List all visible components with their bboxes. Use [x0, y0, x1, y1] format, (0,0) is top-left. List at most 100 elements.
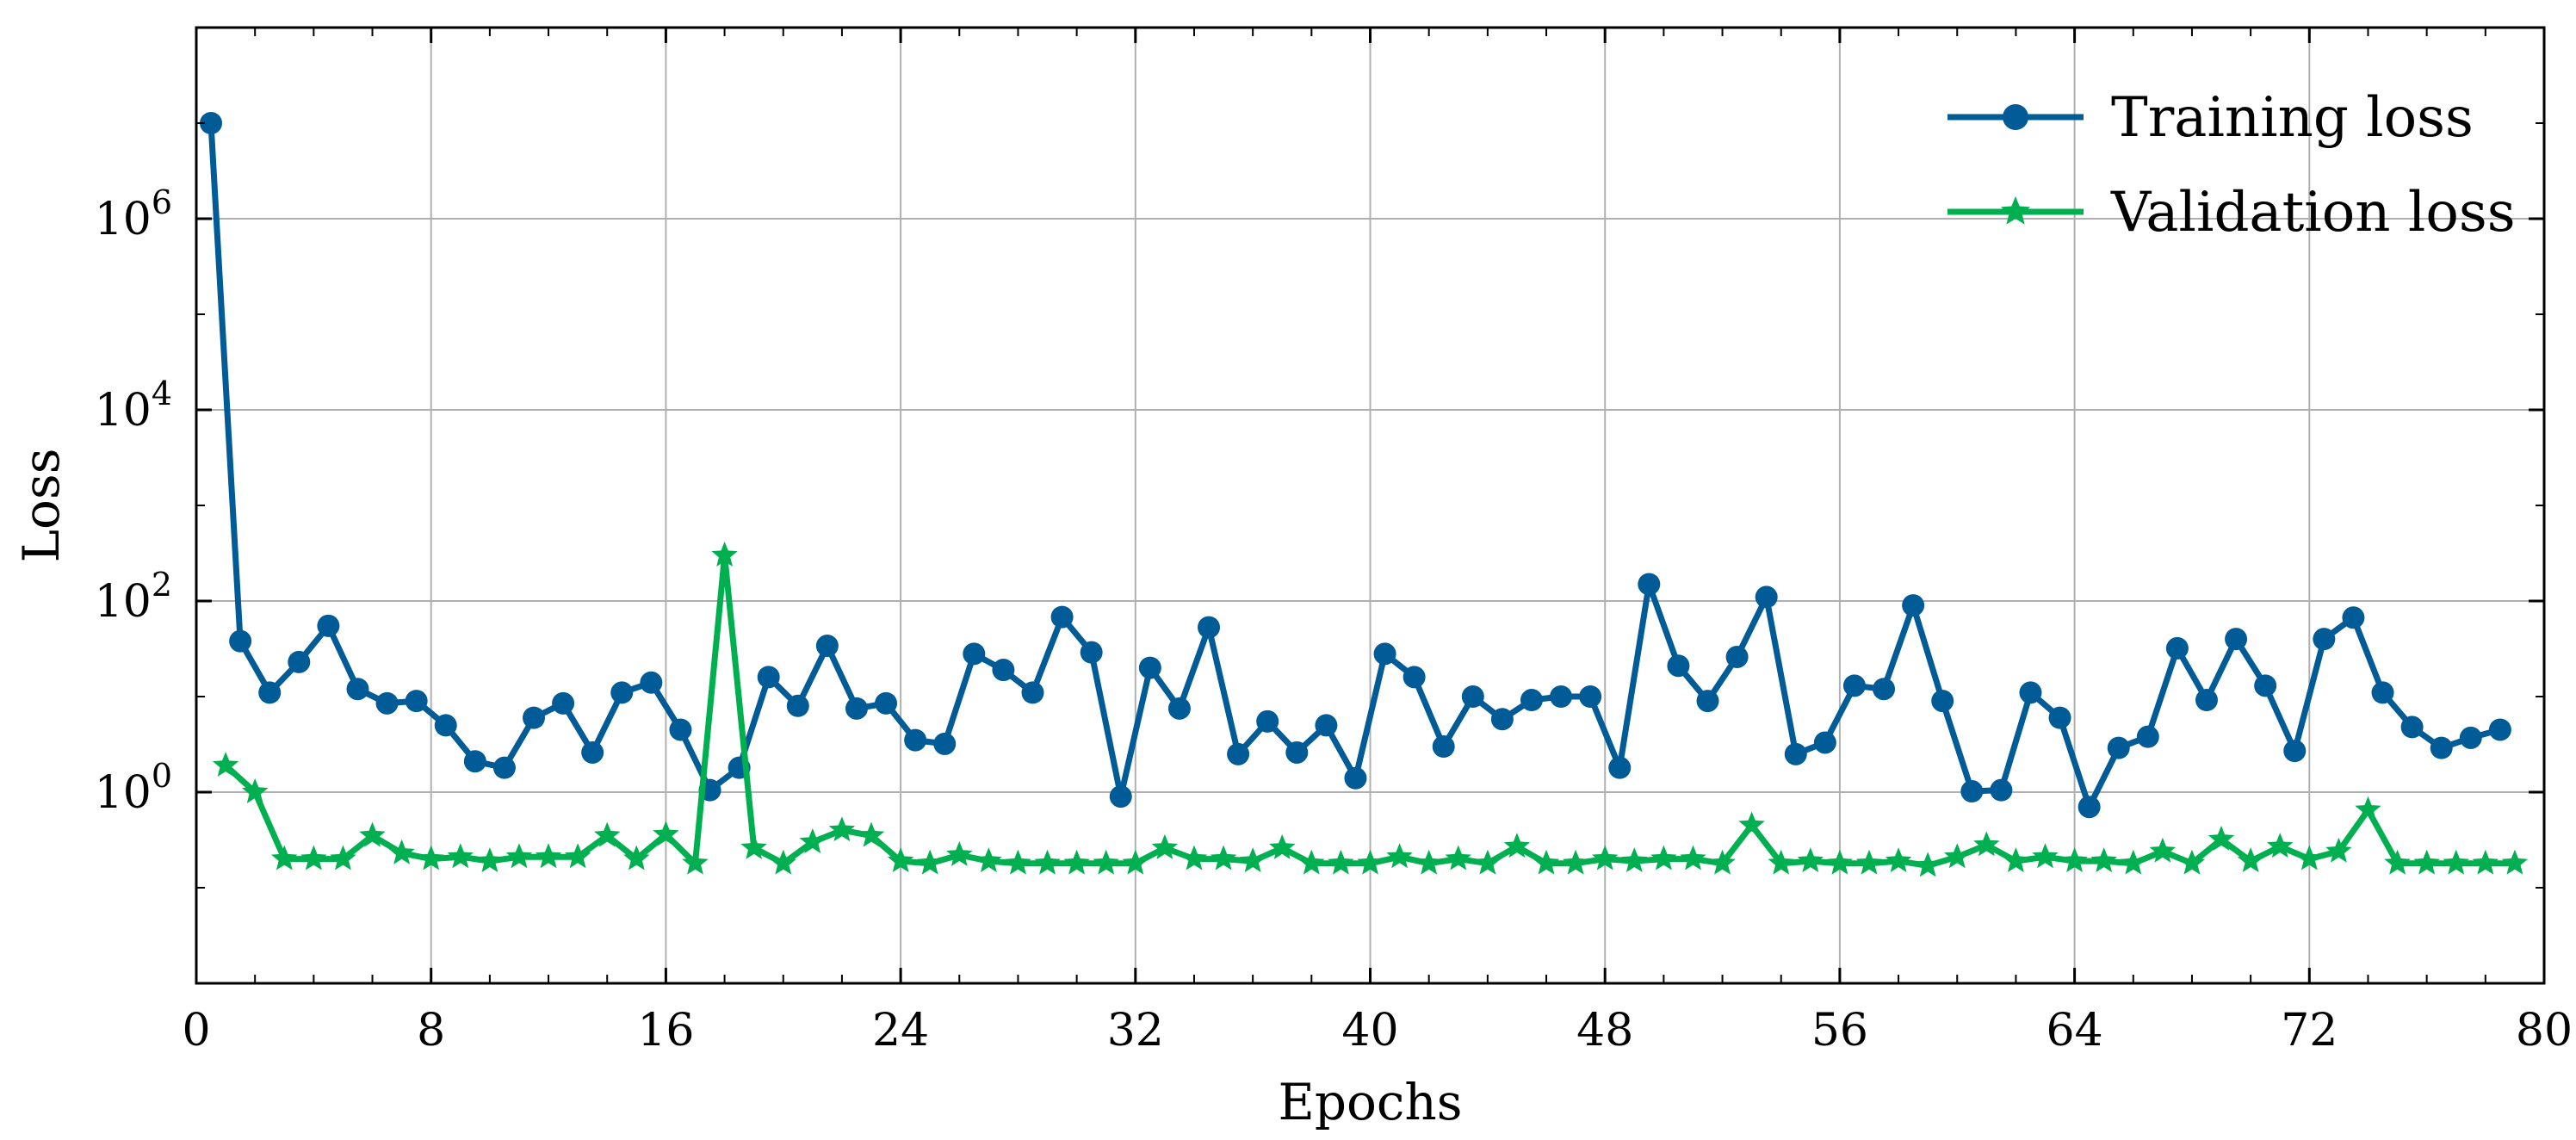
data-point [1842, 674, 1866, 697]
data-point [1298, 849, 1325, 875]
grid [196, 28, 2544, 983]
data-point [623, 845, 650, 870]
data-point [1151, 833, 1179, 859]
y-tick-label: 102 [95, 566, 172, 628]
data-point [2032, 843, 2059, 869]
data-point [552, 691, 575, 715]
data-point [1973, 831, 2000, 857]
data-point [1902, 594, 1925, 617]
data-point [610, 681, 634, 704]
data-point [1755, 585, 1778, 609]
data-point [1227, 742, 1250, 765]
data-point [1797, 847, 1824, 872]
data-point [1080, 641, 1103, 664]
data-point [1474, 849, 1502, 875]
data-point [2283, 740, 2307, 763]
data-point [2225, 628, 2248, 651]
data-point [200, 112, 223, 134]
data-point [1768, 849, 1794, 875]
data-point [1005, 849, 1031, 875]
data-point [2090, 847, 2117, 872]
data-point [757, 666, 780, 689]
x-tick-label: 72 [2281, 1005, 2338, 1056]
data-point [2430, 736, 2453, 759]
data-point [1210, 845, 1237, 870]
data-point [271, 845, 298, 870]
data-point [2019, 681, 2042, 704]
data-point [505, 843, 533, 869]
data-point [564, 843, 591, 869]
x-tick-label: 80 [2516, 1005, 2573, 1056]
data-point [1021, 681, 1044, 704]
x-tick-label: 32 [1107, 1005, 1164, 1056]
x-tick-label: 0 [182, 1005, 210, 1056]
data-point [946, 841, 973, 866]
data-point [1533, 849, 1560, 875]
data-point [770, 849, 796, 875]
axis-ticks: 0 8 16 24 32 40 48 56 64 72 80 100 102 104 106 [95, 28, 2573, 1056]
legend-item: Training loss [1947, 86, 2474, 150]
data-point [1063, 849, 1090, 875]
data-point [2061, 847, 2088, 872]
data-point [1256, 709, 1279, 733]
data-point [1167, 697, 1191, 720]
data-point [2178, 849, 2206, 875]
data-point [799, 828, 827, 853]
data-point [288, 650, 311, 673]
data-point [418, 845, 444, 870]
x-tick-label: 24 [872, 1005, 929, 1056]
data-point [212, 752, 239, 777]
data-point [2048, 706, 2071, 729]
data-point [1344, 766, 1367, 790]
x-tick-label: 40 [1341, 1005, 1398, 1056]
x-tick-label: 16 [637, 1005, 694, 1056]
data-point [1696, 690, 1719, 713]
data-point [2267, 833, 2294, 858]
data-point [1180, 845, 1208, 870]
data-point [1328, 849, 1354, 875]
data-point [2254, 674, 2277, 697]
data-point [1784, 742, 1807, 765]
data-point [1550, 685, 1573, 708]
data-point [1826, 849, 1854, 875]
data-point [786, 694, 809, 717]
data-point [1490, 708, 1514, 731]
data-point [975, 847, 1002, 872]
data-point [476, 847, 504, 872]
data-point [346, 678, 369, 701]
legend-label: Validation loss [2110, 181, 2516, 245]
data-point [492, 756, 516, 779]
data-point [1931, 690, 1954, 713]
data-point [1315, 714, 1338, 737]
data-point [405, 690, 428, 713]
data-point [669, 718, 692, 741]
data-point [1432, 735, 1455, 759]
legend-item: Validation loss [1947, 181, 2516, 245]
data-point [1198, 616, 1221, 639]
data-point [388, 839, 415, 864]
data-point [359, 821, 386, 847]
data-point [447, 843, 474, 869]
y-tick-label: 100 [95, 757, 172, 819]
data-point [904, 728, 927, 752]
data-point [1650, 845, 1677, 870]
data-point [330, 845, 356, 870]
data-point [375, 691, 399, 715]
data-point [2384, 849, 2411, 875]
data-point [594, 821, 621, 847]
data-point [229, 629, 252, 653]
data-point [300, 845, 327, 870]
data-point [1621, 847, 1648, 872]
data-point [1093, 849, 1119, 875]
data-point [1386, 843, 1413, 869]
data-point [581, 740, 604, 764]
data-point [963, 642, 986, 666]
data-point [711, 542, 738, 567]
data-point [2459, 726, 2482, 749]
data-point [2120, 849, 2146, 875]
data-point [1285, 740, 1309, 764]
x-tick-label: 56 [1811, 1005, 1868, 1056]
data-point [2443, 849, 2469, 875]
data-point [1667, 654, 1690, 678]
data-point [1990, 778, 2013, 802]
